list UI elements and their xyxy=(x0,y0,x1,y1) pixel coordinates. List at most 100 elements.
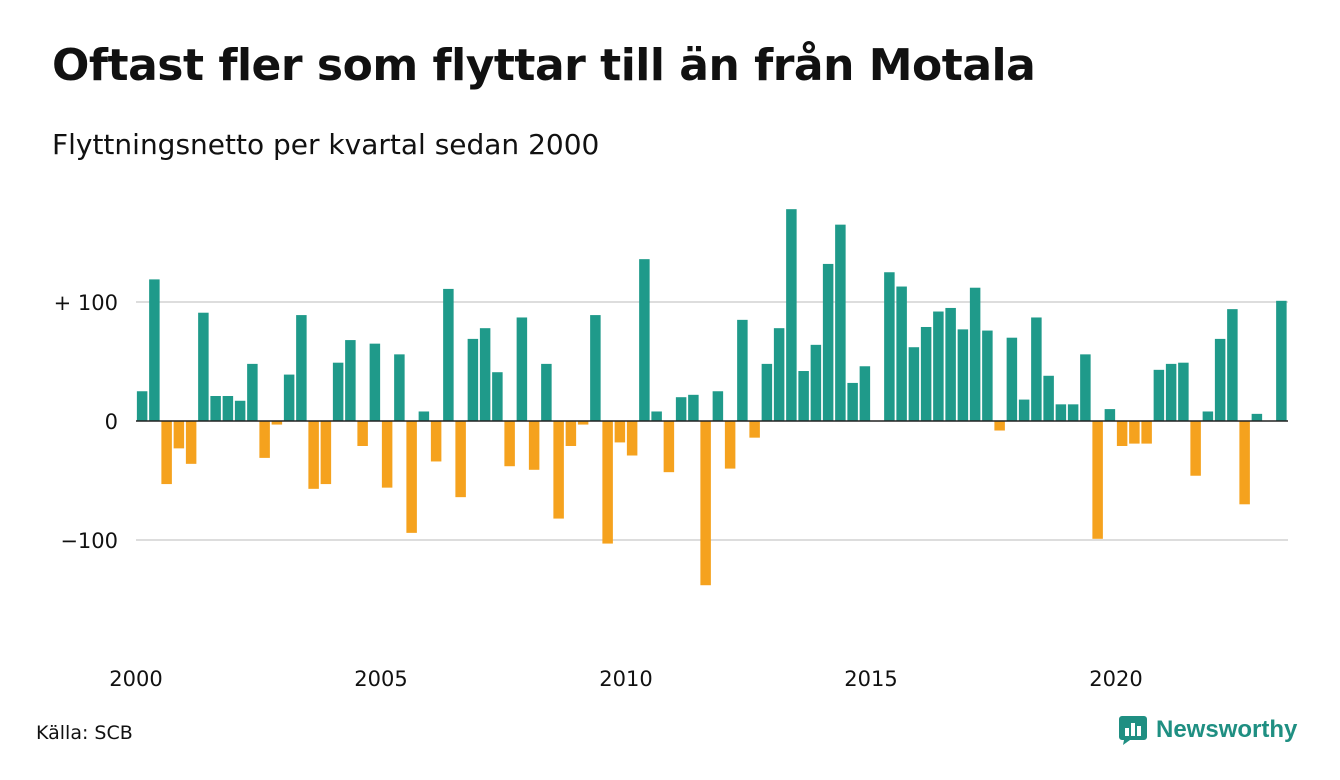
bar xyxy=(1006,337,1018,421)
bar xyxy=(969,287,981,421)
bar xyxy=(712,391,724,421)
bar xyxy=(565,421,577,446)
bar xyxy=(859,366,871,421)
y-tick-label: + 100 xyxy=(54,291,118,315)
bar xyxy=(663,421,675,473)
bar xyxy=(1129,421,1140,444)
bar xyxy=(1018,399,1030,421)
bar xyxy=(786,209,797,421)
bar xyxy=(357,421,368,446)
bar xyxy=(541,363,552,421)
bar xyxy=(675,397,687,421)
bar xyxy=(173,421,185,449)
bar xyxy=(234,400,246,421)
bar xyxy=(296,315,307,421)
bar xyxy=(798,371,809,421)
bar xyxy=(982,330,993,421)
x-tick-label: 2005 xyxy=(354,667,407,691)
bar xyxy=(1067,404,1079,421)
bar xyxy=(639,259,650,421)
bar xyxy=(896,286,907,421)
bar xyxy=(332,362,344,421)
bar xyxy=(1190,421,1201,476)
bar xyxy=(198,312,209,421)
bar xyxy=(345,340,356,421)
bar xyxy=(724,421,736,469)
bar xyxy=(1031,317,1042,421)
bar xyxy=(773,328,785,421)
source-note: Källa: SCB xyxy=(36,722,133,744)
bar xyxy=(835,224,846,421)
bar xyxy=(308,421,319,489)
bar xyxy=(504,421,515,467)
bar xyxy=(1239,421,1250,505)
bar xyxy=(945,307,956,421)
grid-lines xyxy=(136,301,1288,541)
bar xyxy=(1214,338,1226,421)
bar xyxy=(822,263,834,421)
bar xyxy=(933,311,944,421)
bar xyxy=(957,329,969,421)
bar xyxy=(847,382,858,421)
bar xyxy=(1202,411,1214,421)
bar xyxy=(553,421,564,519)
bar xyxy=(749,421,760,438)
bar xyxy=(761,363,773,421)
bar xyxy=(369,343,381,421)
chart-title: Oftast fler som flyttar till än från Mot… xyxy=(52,40,1036,91)
bar xyxy=(1276,300,1287,421)
bar xyxy=(1055,404,1067,421)
bar xyxy=(1043,375,1054,421)
bar xyxy=(1116,421,1128,446)
bar xyxy=(1080,354,1091,421)
bar xyxy=(271,421,283,425)
bar xyxy=(626,421,638,456)
bar xyxy=(577,421,589,425)
y-tick-label: −100 xyxy=(60,529,118,553)
newsworthy-logo-icon xyxy=(1119,716,1147,745)
bar xyxy=(1153,369,1165,421)
bar xyxy=(479,328,491,421)
bar-chart: + 100 0 −100 2000 2005 2010 2015 2020 xyxy=(54,209,1288,691)
bar xyxy=(688,394,699,421)
bar xyxy=(994,421,1005,431)
bar xyxy=(614,421,626,443)
brand-logo: Newsworthy xyxy=(1118,714,1297,746)
bar xyxy=(259,421,270,458)
brand-name: Newsworthy xyxy=(1156,716,1298,743)
bar xyxy=(651,411,662,421)
bar xyxy=(136,391,148,421)
bar xyxy=(590,315,601,421)
bar xyxy=(161,421,172,485)
bar xyxy=(210,396,221,421)
bar xyxy=(185,421,197,464)
bar xyxy=(320,421,332,485)
bar xyxy=(810,344,822,421)
bar xyxy=(149,279,160,421)
bar xyxy=(418,411,430,421)
bar xyxy=(1251,413,1263,421)
bar xyxy=(455,421,466,498)
bar xyxy=(1227,309,1238,421)
bar xyxy=(443,288,454,421)
bar xyxy=(908,347,920,421)
bar xyxy=(381,421,393,488)
bar xyxy=(1165,363,1177,421)
x-axis-labels: 2000 2005 2010 2015 2020 xyxy=(109,667,1142,691)
bar xyxy=(247,363,258,421)
x-tick-label: 2010 xyxy=(599,667,652,691)
bar xyxy=(1178,362,1189,421)
bar xyxy=(528,421,540,470)
bar xyxy=(430,421,442,462)
bar xyxy=(516,317,528,421)
bar xyxy=(222,396,234,421)
bar xyxy=(394,354,405,421)
y-axis-labels: + 100 0 −100 xyxy=(54,291,118,553)
bar xyxy=(467,338,479,421)
x-tick-label: 2020 xyxy=(1089,667,1142,691)
bar xyxy=(737,319,748,421)
bar xyxy=(492,372,503,421)
bar xyxy=(920,326,932,421)
bar xyxy=(700,421,711,586)
bar xyxy=(283,374,295,421)
